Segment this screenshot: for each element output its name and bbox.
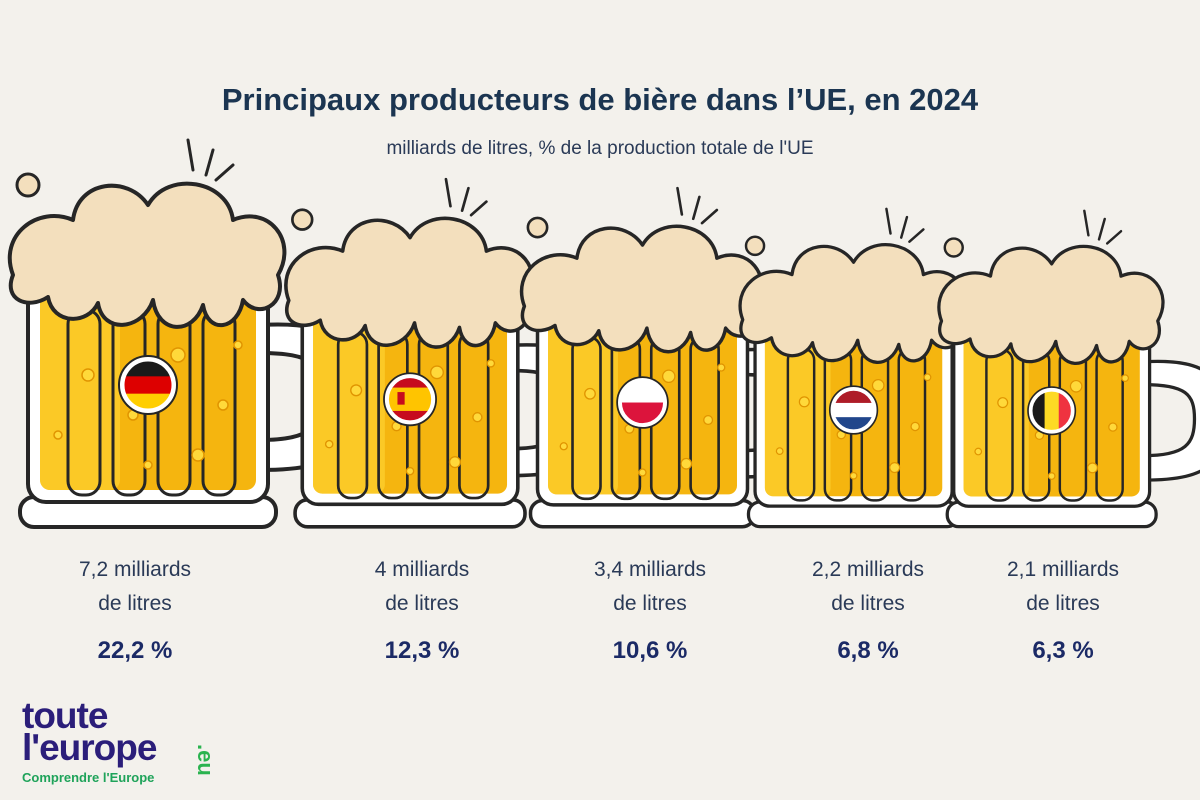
- beer-mug-3: [738, 207, 1028, 529]
- volume-label: 4 milliards: [374, 558, 470, 581]
- share-label: 10,6 %: [612, 637, 688, 664]
- volume-unit-label: de litres: [613, 592, 687, 615]
- share-label: 6,3 %: [1032, 637, 1094, 664]
- beer-mug-chart: [7, 138, 1200, 529]
- volume-unit-label: de litres: [831, 592, 905, 615]
- volume-label: 2,2 milliards: [811, 558, 925, 581]
- flag-icon-3: [832, 388, 875, 432]
- beer-mug-1: [284, 177, 601, 529]
- share-label: 22,2 %: [97, 637, 173, 664]
- volume-label: 2,1 milliards: [1006, 558, 1120, 581]
- toute-leurope-logo: toute l'europe Comprendre l'Europe .eu: [22, 695, 262, 790]
- share-label: 6,8 %: [837, 637, 899, 664]
- volume-unit-label: de litres: [98, 592, 172, 615]
- logo-line-1: toute: [22, 695, 108, 736]
- caption-3: 2,2 milliards de litres 6,8 %: [758, 553, 978, 665]
- volume-unit-label: de litres: [1026, 592, 1100, 615]
- share-label: 12,3 %: [384, 637, 460, 664]
- caption-2: 3,4 milliards de litres 10,6 %: [540, 553, 760, 665]
- chart-subtitle: milliards de litres, % de la production …: [386, 138, 814, 159]
- logo-suffix: .eu: [193, 744, 218, 776]
- caption-0: 7,2 milliards de litres 22,2 %: [25, 553, 245, 665]
- flag-icon-2: [619, 379, 666, 426]
- volume-label: 7,2 milliards: [78, 558, 192, 581]
- caption-1: 4 milliards de litres 12,3 %: [312, 553, 532, 665]
- volume-unit-label: de litres: [385, 592, 459, 615]
- volume-label: 3,4 milliards: [593, 558, 707, 581]
- logo-line-2: l'europe: [22, 727, 157, 768]
- beer-mug-4: [937, 209, 1200, 529]
- caption-4: 2,1 milliards de litres 6,3 %: [953, 553, 1173, 665]
- logo-tagline: Comprendre l'Europe: [22, 770, 155, 785]
- chart-title: Principaux producteurs de bière dans l’U…: [221, 82, 979, 117]
